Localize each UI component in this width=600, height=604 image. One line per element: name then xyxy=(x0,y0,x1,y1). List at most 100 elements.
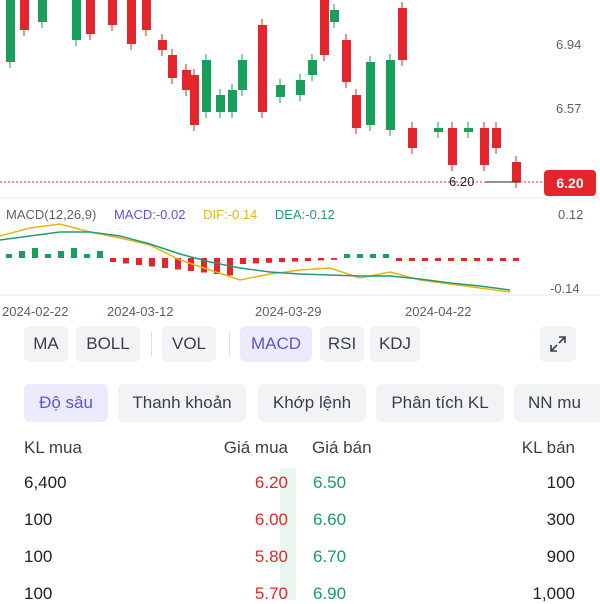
candle xyxy=(6,0,15,62)
candle xyxy=(238,60,247,90)
macd-bar xyxy=(110,258,116,262)
last-price-label: 6.20 xyxy=(449,174,475,189)
macd-bar xyxy=(435,258,441,261)
ask-price: 6.60 xyxy=(313,510,347,529)
candle xyxy=(258,25,267,112)
ask-price: 6.50 xyxy=(313,473,347,492)
macd-bar xyxy=(175,258,181,270)
macd-legend: MACD(12,26,9) MACD:-0.02 DIF:-0.14 DEA:-… xyxy=(6,207,349,222)
macd-bar xyxy=(214,258,220,274)
bid-volume: 6,400 xyxy=(24,473,67,492)
macd-bar xyxy=(513,258,519,261)
candle xyxy=(330,10,339,22)
macd-bar xyxy=(357,254,363,258)
bid-price: 6.20 xyxy=(254,473,288,492)
candle xyxy=(408,128,417,148)
macd-bar xyxy=(97,251,103,258)
candle xyxy=(512,162,521,182)
macd-bar xyxy=(123,258,129,264)
macd-bar xyxy=(461,258,467,261)
bid-volume: 100 xyxy=(24,584,53,603)
indicator-vol-button[interactable]: VOL xyxy=(162,326,216,362)
price-axis-label: 6.57 xyxy=(556,101,582,116)
detail-tabs: Độ sâu Thanh khoản Khớp lệnh Phân tích K… xyxy=(0,384,600,422)
macd-bar xyxy=(500,258,506,261)
indicator-kdj-button[interactable]: KDJ xyxy=(370,326,420,362)
tab-liquidity[interactable]: Thanh khoản xyxy=(118,384,246,422)
header-ask-price: Giá bán xyxy=(312,438,372,457)
expand-chart-button[interactable] xyxy=(540,326,576,362)
bid-volume: 100 xyxy=(24,547,53,566)
dif-value: DIF:-0.14 xyxy=(203,207,258,222)
indicator-ma-button[interactable]: MA xyxy=(24,326,68,362)
candle xyxy=(308,60,317,75)
candle xyxy=(386,60,395,130)
macd-params: MACD(12,26,9) xyxy=(6,207,97,222)
indicator-macd-button[interactable]: MACD xyxy=(240,326,312,362)
macd-bar xyxy=(84,254,90,258)
candle xyxy=(320,0,329,55)
macd-bar xyxy=(162,258,168,268)
candle xyxy=(434,128,443,132)
ask-volume: 100 xyxy=(546,473,575,492)
dea-line xyxy=(0,231,511,291)
bid-volume: 100 xyxy=(24,510,53,529)
macd-bar xyxy=(383,254,389,258)
tab-foreign-investors[interactable]: NN mu xyxy=(514,384,600,422)
candle xyxy=(20,0,29,30)
candle xyxy=(480,128,489,165)
ask-price: 6.70 xyxy=(313,547,347,566)
macd-bar xyxy=(305,258,311,261)
candle xyxy=(216,95,225,112)
candle xyxy=(168,55,177,78)
bid-price: 5.70 xyxy=(254,584,288,603)
dea-value: DEA:-0.12 xyxy=(274,207,335,222)
ask-price: 6.90 xyxy=(313,584,347,603)
macd-bar xyxy=(292,258,298,262)
candle xyxy=(342,40,351,82)
macd-bar xyxy=(331,258,337,260)
macd-bar xyxy=(396,258,402,261)
macd-bar xyxy=(71,248,77,258)
macd-value: MACD:-0.02 xyxy=(113,207,186,222)
candle xyxy=(398,8,407,60)
header-ask-volume: KL bán xyxy=(521,438,575,457)
macd-bar xyxy=(58,251,64,258)
candle xyxy=(296,80,305,95)
candle xyxy=(448,128,457,165)
macd-bar xyxy=(6,254,12,258)
macd-bar xyxy=(201,258,207,273)
date-label: 2024-03-29 xyxy=(255,304,322,319)
macd-bar xyxy=(448,258,454,261)
ask-volume: 1,000 xyxy=(532,584,575,603)
price-axis-label: 6.94 xyxy=(556,37,582,52)
tab-matched-orders[interactable]: Khớp lệnh xyxy=(258,384,366,422)
divider xyxy=(229,332,230,356)
ask-volume: 900 xyxy=(546,547,575,566)
macd-bar xyxy=(474,258,480,261)
macd-bar xyxy=(136,258,142,265)
macd-bar xyxy=(188,258,194,271)
macd-bar xyxy=(318,258,324,261)
last-price-badge: 6.20 xyxy=(544,170,596,196)
candle xyxy=(182,70,191,90)
price-chart[interactable] xyxy=(0,0,600,300)
bid-price: 6.00 xyxy=(254,510,288,529)
indicator-boll-button[interactable]: BOLL xyxy=(76,326,140,362)
candle xyxy=(202,60,211,112)
macd-bar xyxy=(253,258,259,264)
macd-bar xyxy=(266,258,272,263)
indicator-rsi-button[interactable]: RSI xyxy=(320,326,364,362)
tab-depth[interactable]: Độ sâu xyxy=(24,384,108,422)
dif-line xyxy=(0,223,511,293)
expand-icon xyxy=(550,336,566,352)
divider xyxy=(151,332,152,356)
header-bid-volume: KL mua xyxy=(24,438,82,457)
macd-bar xyxy=(422,258,428,261)
tab-volume-analysis[interactable]: Phân tích KL xyxy=(376,384,504,422)
macd-bar xyxy=(149,258,155,267)
candle xyxy=(158,40,167,50)
candle xyxy=(352,95,361,128)
macd-bar xyxy=(279,258,285,263)
candle xyxy=(142,0,151,30)
